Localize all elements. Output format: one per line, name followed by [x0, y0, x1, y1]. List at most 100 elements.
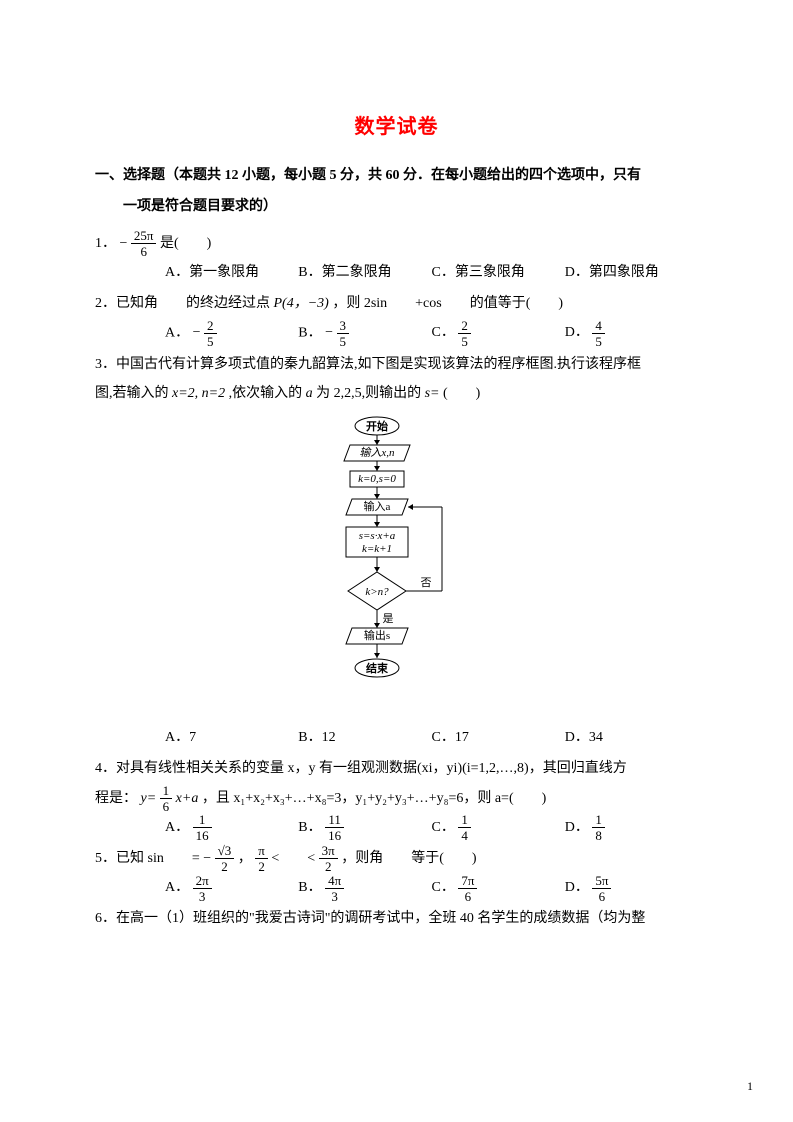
q2-c-frac: 25 [458, 319, 471, 348]
q5-d-label: D． [565, 880, 589, 895]
flowchart-wrap: 开始 输入x,n k=0,s=0 输入a s=s·x+a k=k+1 k>n? … [95, 414, 698, 719]
q4-l2b: ，且 x₁+x₂+x₃+…+x₈=3，y₁+y₂+y₃+…+y₈=6，则 a=(… [202, 791, 546, 806]
q2-choice-b: B． − 35 [298, 318, 431, 349]
flowchart-svg: 开始 输入x,n k=0,s=0 输入a s=s·x+a k=k+1 k>n? … [312, 414, 482, 714]
fc-outs-text: 输出s [363, 628, 389, 642]
q4-b-den: 16 [325, 828, 344, 842]
q2-b-num: 3 [337, 319, 350, 334]
fc-init-text: k=0,s=0 [358, 473, 396, 485]
section-line-2: 一项是符合题目要求的） [95, 192, 698, 223]
q2-b-label: B． [298, 326, 321, 341]
q2-a-frac: 25 [204, 319, 217, 348]
q5-choice-b: B． 4π3 [298, 873, 431, 904]
q2-c-label: C． [432, 325, 455, 340]
exam-page: 数学试卷 一、选择题（本题共 12 小题，每小题 5 分，共 60 分．在每小题… [0, 0, 793, 933]
q3-s: s= [425, 386, 440, 401]
question-3-line1: 3．中国古代有计算多项式值的秦九韶算法,如下图是实现该算法的程序框图.执行该程序… [95, 350, 698, 379]
q3-choice-c: C．17 [432, 723, 565, 754]
question-3-line2: 图,若输入的 x=2, n=2 ,依次输入的 a 为 2,2,5,则输出的 s=… [95, 379, 698, 408]
q3-l2d: ( ) [443, 386, 480, 401]
q2-a-num: 2 [204, 319, 217, 334]
q4-choice-b: B． 1116 [298, 813, 431, 844]
q2-d-frac: 45 [592, 319, 605, 348]
q4-l2a: 程是： [95, 791, 137, 806]
question-4-line1: 4．对具有线性相关关系的变量 x，y 有一组观测数据(xi，yi)(i=1,2,… [95, 754, 698, 783]
q4-a-num: 1 [193, 813, 212, 828]
q5-b-label: B． [298, 880, 321, 895]
q5-prefix: 5．已知 sin = [95, 851, 200, 866]
q1-neg: − [120, 236, 128, 251]
fc-inxn-text: 输入x,n [359, 446, 395, 459]
q4-b-num: 11 [325, 813, 344, 828]
q5-c-num: 7π [458, 874, 477, 889]
fc-no-label: 否 [420, 577, 431, 589]
section-line-1: 一、选择题（本题共 12 小题，每小题 5 分，共 60 分．在每小题给出的四个… [95, 161, 698, 192]
q2-a-den: 5 [204, 334, 217, 348]
q4-c-num: 1 [458, 813, 471, 828]
q1-choice-d: D．第四象限角 [565, 258, 698, 289]
q5-choice-a: A． 2π3 [165, 873, 298, 904]
q4-choice-d: D． 18 [565, 813, 698, 844]
q3-xn: x=2, n=2 [172, 386, 225, 401]
q5-d-num: 5π [592, 874, 611, 889]
q2-text-b: ，则 2sin +cos 的值等于( ) [332, 296, 563, 311]
q1-frac: 25π 6 [131, 229, 157, 258]
q5-lo-frac: π2 [255, 844, 268, 873]
fc-ina-text: 输入a [363, 499, 390, 513]
q2-choice-d: D． 45 [565, 318, 698, 349]
fc-body1-text: s=s·x+a [358, 530, 395, 542]
q4-c-den: 4 [458, 828, 471, 842]
q4-d-den: 8 [592, 828, 605, 842]
q4-choice-a: A． 116 [165, 813, 298, 844]
q1-frac-num: 25π [131, 229, 157, 244]
q5-a-label: A． [165, 880, 189, 895]
q3-choice-d: D．34 [565, 723, 698, 754]
q1-choices: A．第一象限角 B．第二象限角 C．第三象限角 D．第四象限角 [95, 258, 698, 289]
q5-sin-den: 2 [215, 859, 235, 873]
q5-sin-num: √3 [215, 844, 235, 859]
q4-eqy: y= [141, 791, 157, 806]
q5-a-frac: 2π3 [193, 874, 212, 903]
q3-l2c: 为 2,2,5,则输出的 [316, 386, 425, 401]
q1-suffix: 是( ) [160, 236, 211, 251]
q3-l2a: 图,若输入的 [95, 386, 172, 401]
section-heading: 一、选择题（本题共 12 小题，每小题 5 分，共 60 分．在每小题给出的四个… [95, 161, 698, 223]
q2-a-label: A． [165, 326, 189, 341]
q4-d-label: D． [565, 820, 589, 835]
q2-choices: A． − 25 B． − 35 C． 25 D． 45 [95, 318, 698, 349]
question-6: 6．在高一（1）班组织的"我爱古诗词"的调研考试中，全班 40 名学生的成绩数据… [95, 904, 698, 933]
question-2: 2．已知角 的终边经过点 P(4，−3) ，则 2sin +cos 的值等于( … [95, 289, 698, 318]
fc-cond-text: k>n? [365, 586, 389, 598]
q4-fden: 6 [160, 799, 173, 813]
q4-frac: 16 [160, 784, 173, 813]
q5-choice-d: D． 5π6 [565, 873, 698, 904]
q5-lo-den: 2 [255, 859, 268, 873]
q4-a-den: 16 [193, 828, 212, 842]
q5-a-den: 3 [193, 889, 212, 903]
question-5: 5．已知 sin = − √32 ， π2 < < 3π2 ，则角 等于( ) [95, 844, 698, 873]
q4-eqt: x+a [176, 791, 199, 806]
q5-a-num: 2π [193, 874, 212, 889]
q4-c-frac: 14 [458, 813, 471, 842]
q4-d-frac: 18 [592, 813, 605, 842]
q2-a-neg: − [193, 325, 201, 340]
q1-frac-den: 6 [131, 244, 157, 258]
q4-b-frac: 1116 [325, 813, 344, 842]
q2-b-den: 5 [337, 334, 350, 348]
q2-choice-a: A． − 25 [165, 318, 298, 349]
q3-a: a [306, 386, 313, 401]
q3-l2b: ,依次输入的 [229, 386, 306, 401]
q1-choice-c: C．第三象限角 [432, 258, 565, 289]
q4-c-label: C． [432, 820, 455, 835]
q5-c-frac: 7π6 [458, 874, 477, 903]
q2-c-num: 2 [458, 319, 471, 334]
q5-b-frac: 4π3 [325, 874, 344, 903]
q5-d-den: 6 [592, 889, 611, 903]
q1-choice-b: B．第二象限角 [298, 258, 431, 289]
q4-b-label: B． [298, 820, 321, 835]
q3-choice-a: A．7 [165, 723, 298, 754]
q5-choices: A． 2π3 B． 4π3 C． 7π6 D． 5π6 [95, 873, 698, 904]
q4-fnum: 1 [160, 784, 173, 799]
q3-choice-b: B．12 [298, 723, 431, 754]
q2-d-den: 5 [592, 334, 605, 348]
